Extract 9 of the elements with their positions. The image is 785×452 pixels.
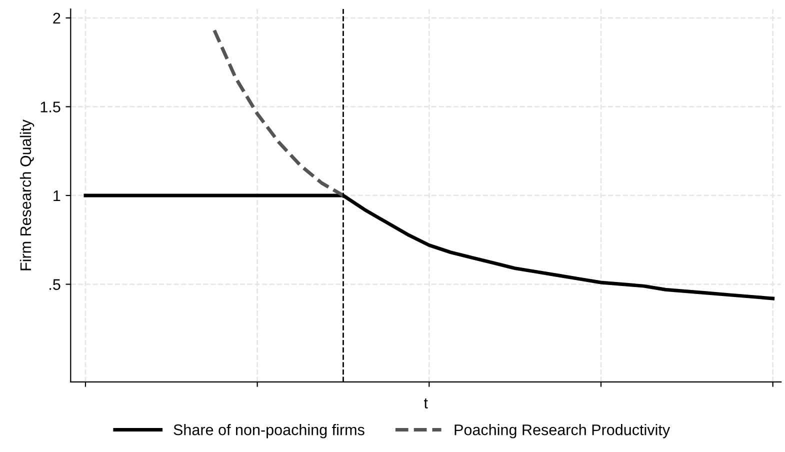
y-tick-label: 1 bbox=[54, 190, 60, 202]
y-tick-label: 1.5 bbox=[40, 102, 60, 112]
y-tick-label: .5 bbox=[50, 279, 60, 290]
line-series bbox=[212, 28, 345, 198]
y-axis-title: Firm Research Quality bbox=[20, 120, 34, 270]
x-axis-title: t bbox=[424, 398, 428, 408]
legend-label: Share of non-poaching firms bbox=[174, 424, 364, 438]
legend-label: Poaching Research Productivity bbox=[454, 424, 670, 438]
y-tick-label: 2 bbox=[53, 12, 60, 24]
